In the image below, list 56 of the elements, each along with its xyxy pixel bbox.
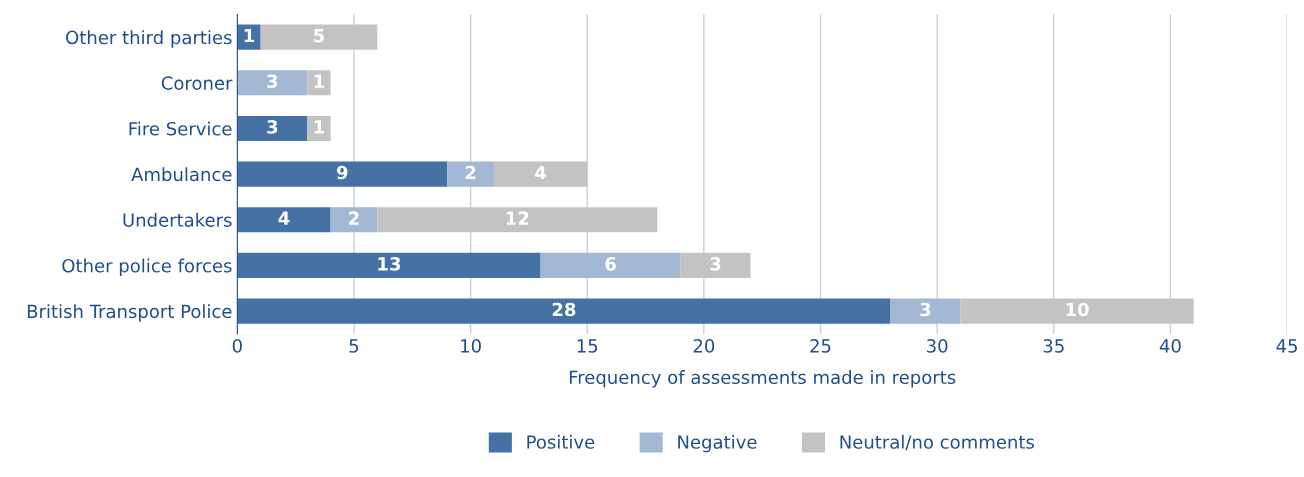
y-tick-label: Other police forces: [62, 258, 232, 277]
data-label: 3: [267, 74, 278, 89]
y-tick-label: Other third parties: [66, 30, 232, 48]
data-label: 3: [267, 120, 278, 134]
x-tick-label: 15: [577, 339, 598, 353]
bar: [237, 252, 541, 278]
bar: [237, 207, 331, 233]
x-tick-label: 20: [693, 339, 715, 353]
data-label: 2: [349, 211, 359, 225]
data-label: 4: [535, 165, 547, 180]
x-axis-title: Frequency of assessments made in reports: [569, 370, 956, 388]
bar: [307, 115, 331, 141]
bar: [330, 207, 378, 233]
legend-label: Negative: [678, 434, 757, 453]
bar: [237, 115, 308, 141]
y-tick-label: Fire Service: [129, 121, 232, 136]
data-label: 3: [920, 302, 931, 317]
bar: [237, 70, 308, 96]
data-label: 28: [552, 302, 576, 317]
x-tick-label: 40: [1159, 339, 1181, 353]
data-label: 12: [506, 211, 529, 225]
y-tick-label: Undertakers: [123, 212, 232, 227]
data-label: 3: [710, 257, 721, 271]
bar: [540, 252, 681, 278]
data-label: 1: [314, 120, 325, 134]
data-label: 13: [378, 257, 401, 271]
data-label: 4: [278, 211, 290, 225]
x-tick-label: 45: [1276, 339, 1297, 353]
legend-label: Neutral/no comments: [840, 434, 1034, 451]
x-tick-label: 25: [810, 339, 831, 353]
x-tick-label: 35: [1043, 339, 1064, 353]
data-label: 1: [314, 74, 325, 88]
x-tick-label: 30: [927, 339, 948, 353]
x-tick-label: 5: [349, 339, 359, 353]
data-label: 9: [336, 165, 348, 180]
data-label: 1: [244, 28, 255, 43]
y-tick-label: Ambulance: [131, 167, 232, 182]
bar: [960, 298, 1194, 324]
bar: [890, 298, 961, 324]
bar: [377, 207, 658, 233]
data-label: 6: [605, 257, 616, 271]
y-tick-label: Coroner: [161, 76, 233, 90]
legend-label: Positive: [527, 434, 595, 449]
bar: [493, 161, 588, 187]
data-label: 10: [1066, 302, 1089, 317]
x-tick-label: 10: [461, 339, 481, 353]
bar: [237, 161, 448, 187]
y-tick-label: British Transport Police: [27, 304, 232, 322]
x-tick-label: 0: [232, 339, 242, 353]
bar: [237, 298, 891, 324]
data-label: 5: [314, 28, 324, 43]
bar: [447, 161, 494, 187]
bar: [307, 70, 331, 96]
data-label: 2: [465, 165, 476, 180]
bar: [260, 24, 378, 50]
bar: [680, 252, 751, 278]
